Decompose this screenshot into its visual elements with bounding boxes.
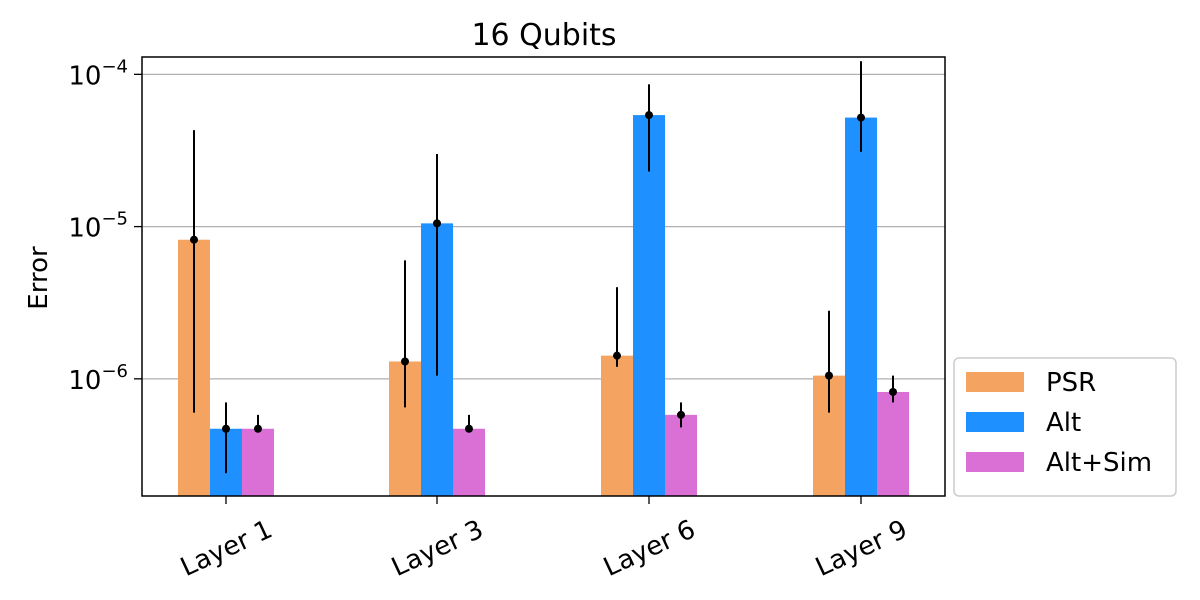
data-point	[222, 424, 230, 433]
y-tick-label: 10−6	[68, 361, 128, 396]
bar	[877, 391, 909, 496]
legend-label: PSR	[1046, 368, 1096, 398]
data-point	[857, 113, 865, 122]
x-tick-label: Layer 3	[387, 515, 488, 583]
y-axis-ticks: 10−6 10−5 10−4	[68, 56, 142, 396]
legend-label: Alt+Sim	[1046, 448, 1152, 478]
bars	[178, 115, 909, 497]
legend-swatch	[966, 372, 1024, 392]
legend-swatch	[966, 412, 1024, 432]
data-point	[465, 424, 473, 433]
y-tick-label: 10−5	[68, 209, 128, 244]
legend: PSR Alt Alt+Sim	[953, 357, 1177, 497]
grid-lines	[142, 73, 945, 380]
bar	[665, 414, 697, 496]
chart-title: 16 Qubits	[471, 18, 616, 53]
bar	[242, 428, 274, 496]
x-tick-label: Layer 9	[811, 515, 912, 583]
legend-label: Alt	[1046, 408, 1081, 438]
y-tick-label: 10−4	[68, 56, 128, 91]
data-point	[613, 351, 621, 360]
y-axis-label: Error	[24, 246, 54, 310]
bar	[633, 115, 665, 497]
data-point	[825, 371, 833, 380]
plot-frame	[141, 56, 946, 497]
data-point	[401, 357, 409, 366]
data-point	[433, 219, 441, 228]
data-point	[677, 410, 685, 419]
data-point	[254, 424, 262, 433]
data-point	[190, 235, 198, 244]
x-tick-label: Layer 6	[599, 515, 700, 583]
x-axis-ticks: Layer 1 Layer 3 Layer 6 Layer 9	[176, 496, 912, 583]
bar	[845, 117, 877, 496]
legend-swatch	[966, 452, 1024, 472]
data-point	[889, 387, 897, 396]
x-tick-label: Layer 1	[176, 515, 277, 583]
bar	[601, 355, 633, 496]
data-point	[645, 111, 653, 120]
bar	[453, 428, 485, 496]
error-bars	[190, 61, 897, 474]
